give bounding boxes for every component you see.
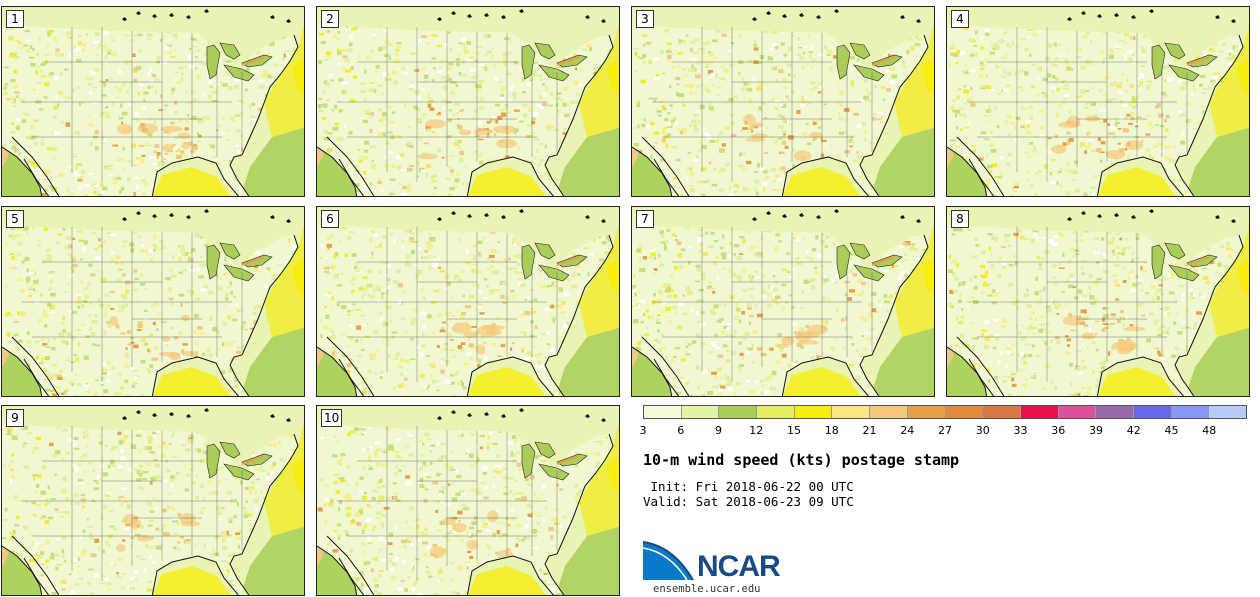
colorbar-segment — [907, 406, 946, 418]
panel-label: 1 — [6, 10, 24, 28]
panel-label: 4 — [951, 10, 969, 28]
wind-speed-map — [2, 207, 304, 396]
colorbar-tick-label: 30 — [975, 424, 990, 437]
colorbar-tick-label: 6 — [677, 424, 685, 437]
product-title: 10-m wind speed (kts) postage stamp — [643, 451, 960, 469]
colorbar-tick-label: 42 — [1126, 424, 1141, 437]
colorbar-tick-label: 12 — [749, 424, 764, 437]
colorbar-tick-label: 39 — [1089, 424, 1103, 437]
colorbar-segment — [644, 406, 682, 418]
colorbar-ticks: 3 6 9 12 15 18 21 24 27 30 33 36 39 42 45 48 — [639, 424, 1247, 438]
panel-label: 7 — [636, 210, 654, 228]
colorbar-segment — [945, 406, 984, 418]
colorbar-segment — [757, 406, 795, 418]
member-panel-8: 8 — [946, 206, 1250, 397]
member-panel-1: 1 — [1, 6, 305, 197]
init-time: Init: Fri 2018-06-22 00 UTC — [643, 479, 854, 494]
ncar-logo-text: NCAR — [697, 550, 781, 583]
colorbar-segment — [1020, 406, 1059, 418]
wind-speed-map — [632, 207, 934, 396]
member-panel-5: 5 — [1, 206, 305, 397]
wind-speed-map — [317, 406, 619, 595]
colorbar-segment — [832, 406, 871, 418]
valid-time: Valid: Sat 2018-06-23 09 UTC — [643, 494, 854, 509]
colorbar-tick-label: 27 — [938, 424, 952, 437]
panel-label: 10 — [321, 409, 343, 427]
member-panel-9: 9 — [1, 405, 305, 596]
wind-speed-map — [632, 7, 934, 196]
panel-label: 5 — [6, 210, 24, 228]
member-panel-2: 2 — [316, 6, 620, 197]
ncar-logo-icon — [643, 541, 694, 581]
member-panel-6: 6 — [316, 206, 620, 397]
colorbar-tick-label: 9 — [715, 424, 722, 437]
colorbar-segment — [1209, 406, 1246, 418]
member-panel-4: 4 — [946, 6, 1250, 197]
panel-label: 6 — [321, 210, 339, 228]
colorbar-tick-label: 21 — [862, 424, 877, 437]
wind-speed-map — [2, 7, 304, 196]
member-panel-7: 7 — [631, 206, 935, 397]
colorbar-segment — [1096, 406, 1134, 418]
colorbar-segment — [870, 406, 908, 418]
colorbar-segment — [1058, 406, 1097, 418]
colorbar-tick-label: 45 — [1164, 424, 1179, 437]
wind-speed-map — [947, 7, 1249, 196]
colorbar-tick-label: 18 — [824, 424, 839, 437]
colorbar-segment — [719, 406, 758, 418]
colorbar-tick-label: 24 — [900, 424, 915, 437]
colorbar-segment — [983, 406, 1021, 418]
colorbar-segment — [1171, 406, 1210, 418]
colorbar-segment — [681, 406, 720, 418]
site-url: ensemble.ucar.edu — [653, 583, 761, 595]
member-panel-3: 3 — [631, 6, 935, 197]
panel-label: 8 — [951, 210, 969, 228]
wind-speed-map — [317, 207, 619, 396]
colorbar-tick-label: 15 — [787, 424, 801, 437]
panel-label: 2 — [321, 10, 339, 28]
panel-label: 9 — [6, 409, 24, 427]
wind-speed-map — [2, 406, 304, 595]
wind-speed-map — [947, 207, 1249, 396]
colorbar-tick-label: 33 — [1013, 424, 1028, 437]
member-panel-10: 10 — [316, 405, 620, 596]
colorbar-segment — [794, 406, 833, 418]
wind-speed-map — [317, 7, 619, 196]
colorbar-segment — [1133, 406, 1172, 418]
panel-label: 3 — [636, 10, 654, 28]
colorbar-tick-label: 36 — [1051, 424, 1066, 437]
colorbar-tick-label: 48 — [1202, 424, 1217, 437]
colorbar-tick-label: 3 — [639, 424, 647, 437]
colorbar — [643, 405, 1247, 419]
